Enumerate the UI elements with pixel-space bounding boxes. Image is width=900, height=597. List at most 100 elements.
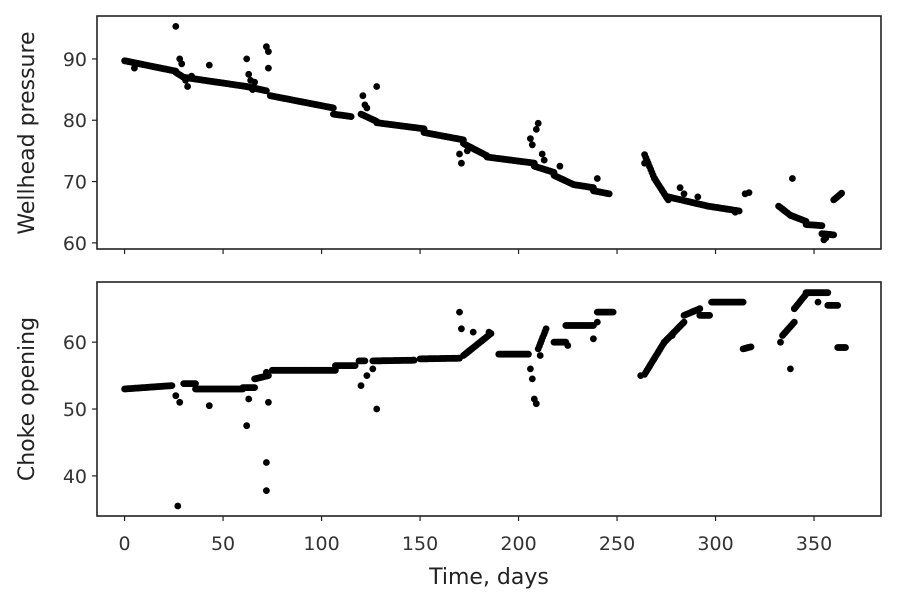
data-point — [263, 459, 270, 466]
data-point — [745, 189, 753, 197]
wellhead-pressure-y-label: Wellhead pressure — [15, 31, 40, 234]
data-point — [834, 302, 842, 309]
data-point — [532, 125, 540, 133]
wellhead-pressure-x-ticks — [123, 249, 815, 254]
data-point — [184, 83, 192, 90]
data-point — [363, 372, 371, 379]
choke-opening-x-tick-label: 50 — [211, 533, 235, 555]
choke-opening-x-tick-label: 200 — [500, 533, 536, 555]
data-point — [564, 342, 572, 349]
data-point — [842, 344, 849, 351]
data-point — [527, 365, 534, 373]
wellhead-pressure-y-ticks: 60 70 80 90 — [63, 49, 97, 255]
data-point — [174, 502, 182, 510]
data-point — [249, 86, 256, 93]
data-point — [458, 159, 465, 167]
data-point — [245, 70, 253, 78]
data-point — [357, 382, 365, 389]
data-point — [789, 175, 796, 182]
choke-opening-x-ticks: 0 50 100 150 200 250 300 350 — [119, 516, 832, 555]
data-point — [528, 141, 536, 149]
data-point — [527, 135, 534, 143]
data-point — [410, 356, 418, 364]
choke-opening-x-tick-label: 350 — [796, 533, 832, 555]
data-point — [176, 398, 184, 406]
wellhead-pressure-y-tick-label: 60 — [63, 233, 87, 255]
data-point — [739, 298, 747, 306]
data-point — [542, 325, 550, 333]
data-point — [347, 113, 355, 120]
data-point — [251, 78, 258, 86]
data-point — [588, 184, 595, 192]
choke-opening-x-tick-label: 0 — [119, 533, 131, 555]
data-point — [131, 64, 138, 72]
wellhead-pressure-y-tick-label: 70 — [63, 172, 87, 194]
data-point — [676, 184, 684, 192]
data-point — [361, 357, 369, 365]
choke-opening-x-tick-label: 100 — [303, 533, 339, 555]
data-point — [824, 289, 832, 297]
choke-opening-y-ticks: 40 50 60 — [63, 332, 97, 488]
data-point — [469, 328, 477, 336]
data-point — [538, 150, 546, 158]
data-point — [373, 83, 381, 90]
choke-opening-x-tick-label: 300 — [697, 533, 733, 555]
wellhead-pressure-frame — [96, 15, 882, 250]
data-point — [243, 55, 251, 63]
data-point — [830, 231, 838, 239]
choke-opening-y-tick-label: 50 — [63, 399, 87, 421]
choke-opening-panel: 40 50 60 0 50 100 150 200 250 300 350 Choke openi… — [15, 281, 882, 555]
data-point — [265, 398, 272, 406]
data-point — [182, 77, 190, 84]
data-point — [605, 190, 613, 198]
data-point — [540, 156, 548, 164]
data-point — [590, 335, 597, 343]
data-point — [458, 325, 465, 333]
data-point — [556, 162, 564, 170]
data-point — [593, 318, 601, 326]
data-point — [637, 372, 645, 379]
choke-opening-y-label: Choke opening — [15, 317, 40, 481]
data-point — [838, 189, 845, 197]
choke-opening-x-tick-label: 150 — [402, 533, 438, 555]
wellhead-pressure-y-tick-label: 90 — [63, 49, 87, 71]
wellhead-pressure-points — [121, 23, 845, 244]
data-point — [263, 368, 270, 376]
choke-opening-y-tick-label: 40 — [63, 466, 87, 488]
data-point — [245, 395, 253, 403]
data-point — [680, 318, 688, 326]
data-point — [528, 375, 536, 383]
data-point — [359, 92, 367, 100]
data-point — [205, 402, 213, 410]
data-point — [593, 175, 601, 182]
data-point — [263, 487, 270, 494]
data-point — [662, 193, 670, 201]
choke-opening-frame — [96, 281, 882, 517]
data-point — [188, 72, 196, 80]
data-point — [822, 234, 830, 242]
data-point — [696, 305, 704, 313]
wellhead-pressure-panel: 60 70 80 90 Wellhead pressure — [15, 15, 882, 255]
data-point — [641, 159, 648, 167]
data-point — [172, 23, 180, 30]
choke-opening-x-tick-label: 250 — [599, 533, 635, 555]
data-point — [731, 208, 739, 216]
data-point — [706, 312, 713, 319]
data-point — [668, 332, 676, 339]
data-point — [536, 352, 544, 359]
data-point — [265, 48, 272, 55]
data-point — [330, 104, 337, 112]
data-point — [814, 298, 822, 306]
wellhead-pressure-y-tick-label: 80 — [63, 110, 87, 132]
data-point — [363, 104, 371, 112]
data-point — [243, 422, 251, 430]
data-point — [694, 193, 702, 201]
data-point — [777, 338, 784, 346]
choke-opening-y-tick-label: 60 — [63, 332, 87, 354]
data-point — [456, 308, 463, 316]
data-point — [178, 60, 186, 68]
data-point — [373, 405, 381, 413]
data-point — [787, 365, 794, 373]
data-point — [456, 150, 463, 158]
data-point — [192, 380, 199, 387]
